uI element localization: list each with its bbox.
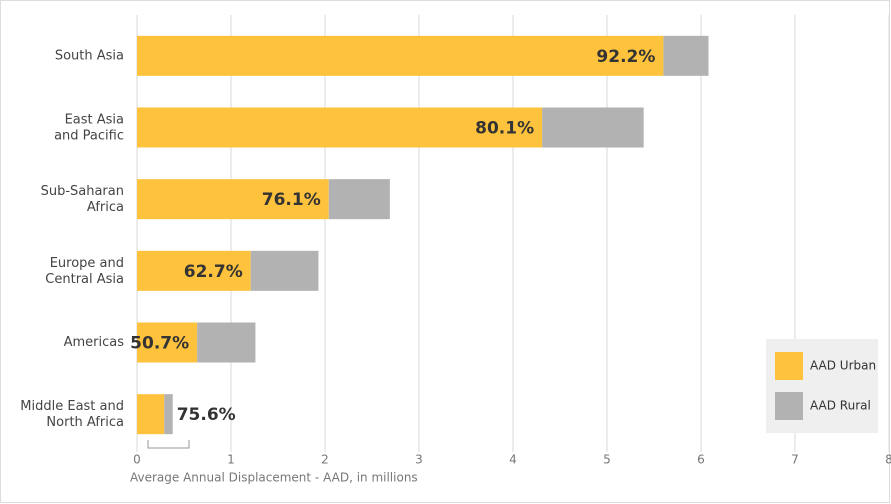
bar-segment — [137, 250, 251, 291]
share-label: 80.1% — [475, 119, 534, 139]
x-tick-label: 1 — [227, 453, 235, 467]
share-label: 75.6% — [177, 405, 236, 425]
y-tick-label: Americas — [64, 335, 125, 350]
bar-segment — [137, 179, 329, 220]
bar-segment — [197, 322, 256, 363]
legend-swatch — [775, 352, 803, 380]
x-axis-label: Average Annual Displacement - AAD, in mi… — [130, 471, 418, 485]
bar-segment — [137, 107, 543, 148]
bar-segment — [164, 394, 173, 435]
legend-swatch — [775, 392, 803, 420]
x-tick-label: 3 — [415, 453, 423, 467]
bar-segment — [137, 394, 165, 435]
y-tick-label: Sub-Saharan Africa — [41, 184, 124, 215]
y-tick-label: Middle East and North Africa — [20, 399, 124, 430]
bar-segment — [250, 250, 319, 291]
y-tick-label: Europe and Central Asia — [45, 255, 124, 286]
share-label: 76.1% — [262, 190, 321, 210]
share-label: 50.7% — [130, 334, 189, 354]
bar-segment — [137, 35, 664, 76]
x-tick-label: 0 — [133, 453, 141, 467]
x-tick-label: 2 — [321, 453, 329, 467]
bar-segment — [137, 322, 198, 363]
bar-segment — [542, 107, 644, 148]
x-tick-label: 6 — [697, 453, 705, 467]
x-tick-label: 7 — [791, 453, 799, 467]
y-tick-label: East Asia and Pacific — [54, 112, 124, 143]
x-tick-label: 4 — [509, 453, 517, 467]
x-tick-label: 5 — [603, 453, 611, 467]
share-label: 92.2% — [596, 47, 655, 67]
share-label: 62.7% — [184, 262, 243, 282]
bar-segment — [328, 179, 390, 220]
bracket — [147, 440, 190, 449]
legend-label: AAD Rural — [810, 399, 871, 413]
bar-segment — [663, 35, 709, 76]
legend-label: AAD Urban — [810, 359, 876, 373]
y-tick-label: South Asia — [55, 48, 124, 63]
x-tick-label: 8 — [885, 453, 891, 467]
